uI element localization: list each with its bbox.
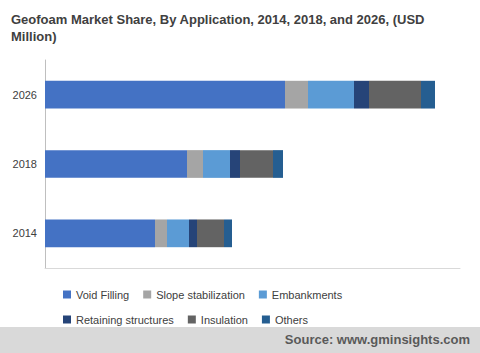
svg-text:2026: 2026 [13, 89, 37, 101]
svg-text:Void Filling: Void Filling [76, 289, 129, 301]
svg-text:2014: 2014 [13, 227, 37, 239]
svg-text:Retaining structures: Retaining structures [76, 314, 174, 326]
svg-text:2018: 2018 [13, 158, 37, 170]
svg-text:Insulation: Insulation [201, 314, 248, 326]
svg-text:Embankments: Embankments [272, 289, 343, 301]
svg-text:Slope stabilization: Slope stabilization [156, 289, 245, 301]
svg-text:Million): Million) [11, 29, 57, 44]
svg-text:Source: www.gminsights.com: Source: www.gminsights.com [285, 332, 470, 347]
svg-text:Geofoam Market Share, By Appli: Geofoam Market Share, By Application, 20… [11, 12, 428, 27]
svg-text:Others: Others [275, 314, 309, 326]
